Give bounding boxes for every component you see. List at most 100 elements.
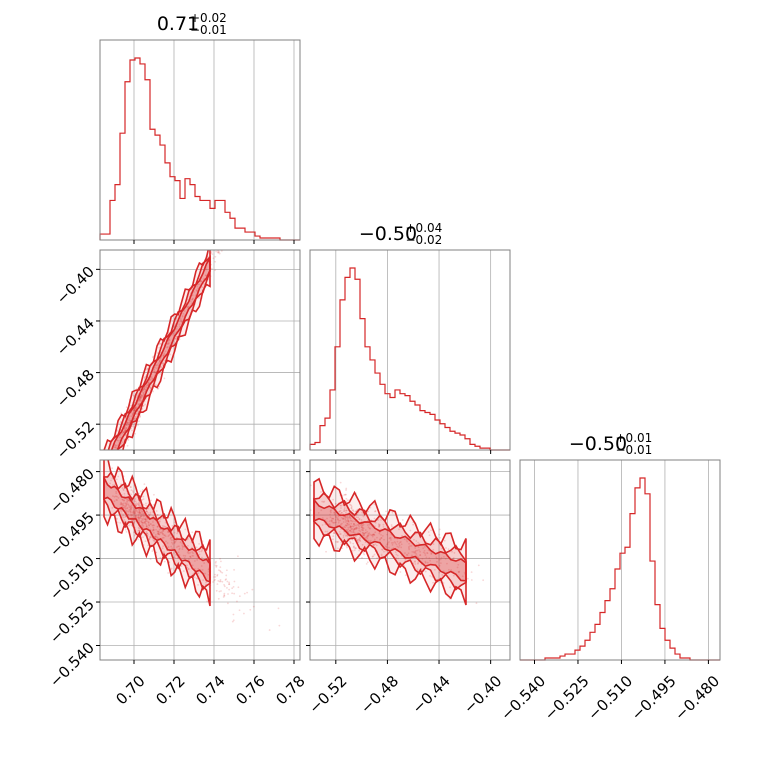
scatter-point [447, 568, 450, 571]
scatter-point [144, 518, 147, 521]
scatter-point [126, 500, 129, 502]
scatter-point [358, 539, 361, 541]
scatter-point [361, 531, 364, 534]
scatter-point [374, 510, 376, 513]
scatter-point [432, 548, 435, 551]
scatter-point [132, 510, 135, 512]
scatter-point [192, 555, 195, 557]
scatter-point [182, 570, 185, 572]
scatter-point [122, 431, 125, 434]
scatter-point [178, 547, 181, 550]
scatter-point [152, 370, 155, 373]
scatter-point [337, 521, 340, 524]
scatter-point [147, 513, 150, 516]
scatter-point [406, 554, 409, 556]
scatter-point [130, 486, 132, 489]
x-tick-label: −0.480 [671, 672, 723, 724]
scatter-point [438, 533, 441, 536]
scatter-point [349, 503, 351, 506]
scatter-point [361, 532, 364, 534]
scatter-point [125, 503, 127, 505]
scatter-point [145, 385, 148, 387]
scatter-point [140, 520, 142, 523]
contour-level [103, 250, 211, 450]
scatter-point [113, 500, 116, 503]
scatter-point [152, 526, 155, 529]
scatter-point [241, 212, 243, 214]
scatter-point [463, 571, 466, 574]
scatter-point [219, 580, 222, 583]
scatter-point [201, 549, 204, 551]
scatter-point [339, 533, 341, 535]
scatter-point [143, 518, 146, 521]
scatter-point [129, 420, 131, 422]
contour-level [313, 497, 467, 582]
scatter-point [340, 528, 342, 531]
scatter-point [482, 579, 485, 582]
scatter-point [132, 490, 134, 493]
scatter-point [362, 515, 365, 518]
scatter-point [233, 580, 236, 583]
scatter-point [396, 545, 399, 548]
scatter-point [374, 510, 377, 512]
scatter-point [141, 395, 144, 398]
scatter-point [361, 529, 364, 531]
scatter-point [354, 527, 357, 529]
scatter-point [139, 517, 142, 520]
scatter-point [356, 527, 358, 529]
scatter-point [170, 541, 173, 544]
scatter-point [189, 555, 192, 558]
scatter-point [141, 510, 143, 513]
scatter-point [217, 251, 219, 254]
scatter-point [133, 521, 136, 524]
scatter-point [206, 600, 209, 603]
scatter-point [358, 539, 361, 542]
param-title-minus-1: −0.02 [406, 233, 443, 247]
scatter-point [418, 549, 420, 551]
scatter-point [333, 513, 336, 515]
scatter-point [121, 431, 124, 434]
scatter-point [470, 579, 473, 581]
panel-frame [309, 459, 511, 661]
scatter-point [147, 521, 150, 524]
scatter-point [218, 245, 220, 247]
scatter-point [131, 429, 133, 432]
scatter-point [143, 388, 145, 390]
scatter-point [147, 507, 150, 510]
scatter-point [382, 523, 385, 526]
scatter-point [130, 514, 133, 517]
scatter-point [161, 547, 164, 550]
scatter-point [218, 241, 220, 243]
scatter-point [197, 584, 199, 586]
scatter-point [228, 583, 230, 586]
scatter-point [349, 529, 352, 532]
scatter-point [144, 518, 147, 521]
scatter-point [426, 551, 428, 554]
scatter-point [137, 515, 140, 518]
scatter-point [145, 518, 147, 521]
scatter-point [225, 574, 228, 577]
scatter-point [195, 289, 198, 292]
scatter-point [218, 251, 221, 253]
scatter-point [363, 532, 366, 535]
scatter-point [399, 540, 402, 543]
scatter-point [233, 592, 236, 595]
scatter-point [155, 384, 158, 386]
scatter-point [346, 522, 349, 525]
scatter-point [452, 557, 454, 560]
scatter-point [347, 520, 349, 523]
scatter-point [134, 406, 137, 409]
scatter-point [261, 166, 263, 168]
scatter-point [342, 536, 345, 539]
scatter-point [215, 560, 217, 563]
scatter-point [214, 561, 217, 564]
scatter-point [233, 568, 235, 571]
scatter-point [140, 515, 143, 518]
scatter-point [356, 539, 359, 542]
scatter-point [156, 525, 159, 528]
scatter-point [163, 534, 166, 537]
y-tick-label: −0.510 [46, 552, 98, 604]
scatter-point [219, 566, 222, 569]
scatter-point [376, 557, 378, 560]
scatter-point [128, 499, 130, 502]
